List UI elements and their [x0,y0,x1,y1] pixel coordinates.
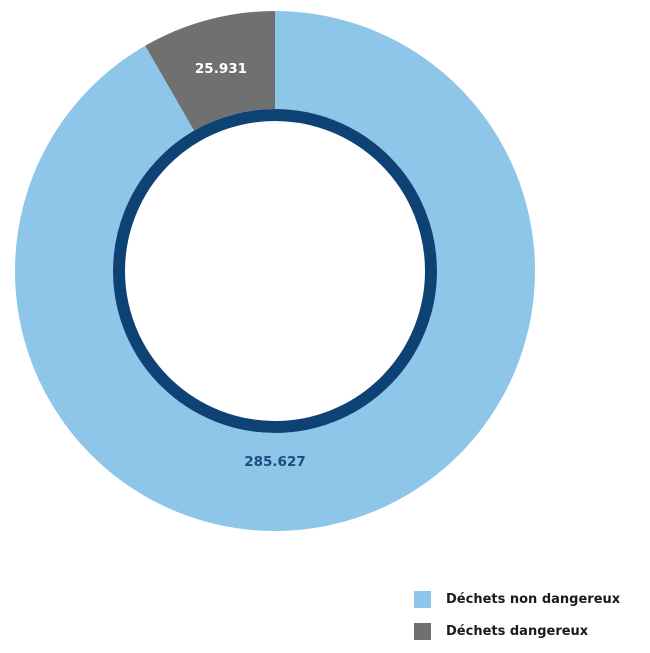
donut-chart: 285.627 25.931 [14,11,536,531]
legend-swatch-non-hazardous [414,590,431,608]
legend-item-hazardous: Déchets dangereux [414,621,620,641]
legend-label-hazardous: Déchets dangereux [446,623,589,639]
inner-ring [113,109,437,433]
legend-swatch-hazardous [414,622,431,640]
donut-chart-svg: 285.627 25.931 [14,11,536,531]
legend: Déchets non dangereux Déchets dangereux [414,589,620,653]
legend-label-non-hazardous: Déchets non dangereux [446,591,621,607]
legend-item-non-hazardous: Déchets non dangereux [414,589,620,609]
slice-hazardous [145,11,275,131]
slice-non-hazardous [14,11,536,531]
slice-label-non-hazardous: 285.627 [244,454,306,470]
slice-label-hazardous: 25.931 [195,61,247,77]
